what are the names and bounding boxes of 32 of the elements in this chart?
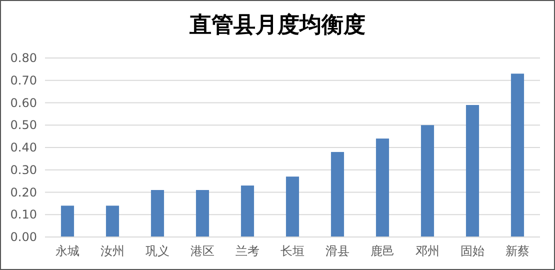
bar xyxy=(150,190,164,237)
x-tick-label: 兰考 xyxy=(236,244,260,258)
bar xyxy=(196,190,210,237)
bar xyxy=(286,176,300,237)
x-tick-label: 汝州 xyxy=(100,244,124,258)
x-tick-label: 邓州 xyxy=(416,244,440,258)
bar xyxy=(106,206,120,237)
x-tick-label: 滑县 xyxy=(326,244,350,258)
x-tick-label: 新蔡 xyxy=(506,244,530,258)
x-tick-label: 巩义 xyxy=(146,244,170,258)
y-tick-label: 0.00 xyxy=(10,230,37,244)
y-tick-label: 0.80 xyxy=(10,51,37,65)
x-tick-label: 永城 xyxy=(56,244,80,258)
bar xyxy=(376,138,390,237)
y-tick-label: 0.60 xyxy=(10,96,37,110)
x-tick-label: 港区 xyxy=(190,244,214,258)
y-tick-label: 0.20 xyxy=(10,185,37,200)
chart-title: 直管县月度均衡度 xyxy=(188,12,366,37)
x-tick-label: 鹿邑 xyxy=(370,244,394,258)
x-tick-label: 固始 xyxy=(460,244,484,258)
bar xyxy=(466,104,480,237)
y-tick-label: 0.70 xyxy=(10,73,37,88)
bar xyxy=(510,74,524,237)
y-tick-label: 0.30 xyxy=(10,162,37,177)
y-tick-label: 0.50 xyxy=(10,118,37,132)
x-tick-label: 长垣 xyxy=(280,244,304,258)
bar xyxy=(240,186,254,237)
bar xyxy=(330,152,344,237)
bar xyxy=(420,125,434,237)
y-tick-label: 0.10 xyxy=(10,208,37,222)
y-tick-label: 0.40 xyxy=(10,140,37,154)
bar xyxy=(60,206,74,237)
